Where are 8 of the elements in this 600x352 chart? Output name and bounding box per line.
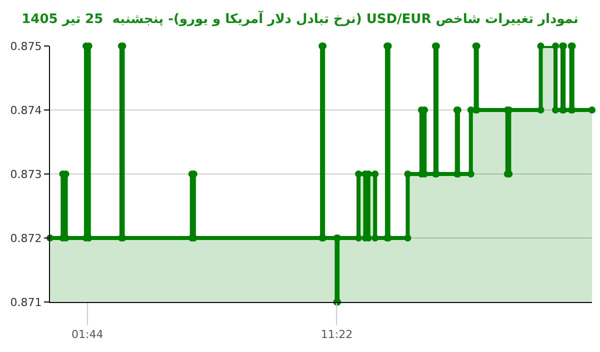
y-tick-label: 0.873 [10, 168, 42, 181]
chart-title: نمودار تغییرات شاخص USD/EUR (نرخ تبادل دلار آمریکا و یورو)- پنجشنبه 25 تیر 1405 [22, 10, 578, 28]
y-tick-label: 0.871 [10, 296, 42, 309]
y-tick-label: 0.874 [10, 104, 42, 117]
y-tick-label: 0.872 [10, 232, 42, 245]
x-tick-label: 11:22 [320, 328, 353, 342]
y-tick-label: 0.875 [10, 40, 42, 53]
x-tick-label: 01:44 [72, 328, 104, 342]
